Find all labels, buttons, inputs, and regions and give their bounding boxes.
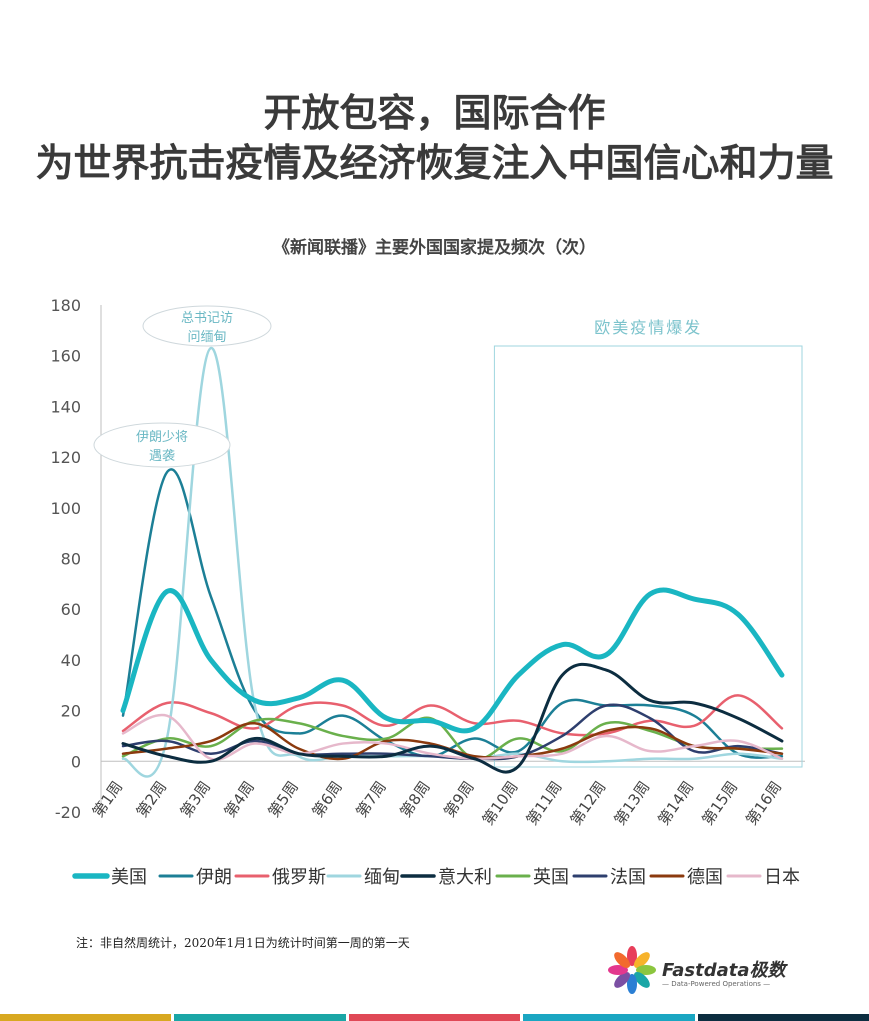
footer-segment-2	[174, 1014, 346, 1021]
legend-label-6: 英国	[533, 867, 569, 888]
footer-segment-1	[0, 1014, 172, 1021]
page-title-line1: 开放包容，国际合作	[263, 91, 606, 135]
iran-annotation-bubble	[93, 422, 231, 468]
y-tick-label: 40	[61, 651, 81, 670]
x-tick-label: 第1周	[89, 778, 126, 821]
x-tick-label: 第15周	[698, 778, 741, 829]
fastdata-logo: Fastdata极数 — Data-Powered Operations —	[606, 944, 836, 994]
y-tick-label: 100	[50, 499, 81, 518]
logo-tagline: — Data-Powered Operations —	[662, 980, 771, 988]
y-tick-label: 60	[61, 600, 81, 619]
outbreak-annotation-box	[493, 345, 803, 768]
x-tick-label: 第5周	[265, 778, 302, 821]
chart-title: 《新闻联播》主要外国国家提及频次（次）	[273, 238, 596, 258]
x-tick-label: 第12周	[567, 778, 610, 829]
legend-label-5: 意大利	[438, 867, 492, 888]
footer-color-bar	[0, 1014, 869, 1021]
series-line-5	[121, 662, 784, 774]
y-tick-label: 80	[61, 550, 81, 569]
y-tick-label: 160	[50, 347, 81, 366]
flower-logo-icon	[608, 946, 656, 994]
x-tick-label: 第8周	[396, 778, 433, 821]
legend-label-1: 美国	[111, 867, 147, 888]
x-tick-label: 第4周	[221, 778, 258, 821]
myanmar-annotation-text-line2: 问缅甸	[187, 330, 226, 345]
x-tick-label: 第6周	[308, 778, 345, 821]
y-tick-label: 20	[61, 702, 81, 721]
y-tick-label: 120	[50, 448, 81, 467]
y-tick-label: 0	[71, 752, 81, 771]
x-tick-label: 第3周	[177, 778, 214, 821]
line-chart: -20020406080100120140160180第1周 第2周 第3周 第4周第…	[50, 296, 805, 888]
y-tick-label: 140	[50, 397, 81, 416]
footnote: 注：非自然周统计，2020年1月1日为统计时间第一周的第一天	[76, 936, 410, 950]
series-line-6	[121, 716, 784, 761]
legend-label-8: 德国	[687, 867, 723, 888]
iran-annotation-text-line2: 遇袭	[149, 449, 175, 464]
legend-label-9: 日本	[764, 867, 800, 888]
x-tick-label: 第9周	[440, 778, 477, 821]
legend-label-4: 缅甸	[364, 867, 400, 888]
footer-segment-4	[523, 1014, 695, 1021]
outbreak-annotation-label: 欧美疫情爆发	[594, 318, 702, 337]
x-tick-label: 第7周	[352, 778, 389, 821]
x-tick-label: 第2周	[133, 778, 170, 821]
x-tick-label: 第13周	[611, 778, 654, 829]
series-line-3	[121, 694, 784, 737]
page-title-line2: 为世界抗击疫情及经济恢复注入中国信心和力量	[35, 141, 834, 185]
series-line-1	[120, 587, 785, 734]
series-line-9	[121, 713, 784, 761]
y-tick-label: -20	[55, 803, 81, 822]
legend-label-7: 法国	[610, 867, 646, 888]
iran-annotation-text-line1: 伊朗少将	[136, 430, 188, 445]
myanmar-annotation-bubble	[142, 305, 272, 347]
myanmar-annotation-text-line1: 总书记访	[181, 311, 233, 326]
legend-label-2: 伊朗	[196, 867, 232, 888]
logo-name: Fastdata极数	[662, 960, 786, 981]
x-tick-label: 第10周	[479, 778, 522, 829]
x-tick-label: 第14周	[654, 778, 697, 829]
legend-label-3: 俄罗斯	[272, 867, 326, 888]
x-tick-label: 第16周	[742, 778, 785, 829]
x-tick-label: 第11周	[523, 778, 566, 829]
footer-segment-5	[697, 1014, 869, 1021]
footer-segment-3	[348, 1014, 521, 1021]
y-tick-label: 180	[50, 296, 81, 315]
